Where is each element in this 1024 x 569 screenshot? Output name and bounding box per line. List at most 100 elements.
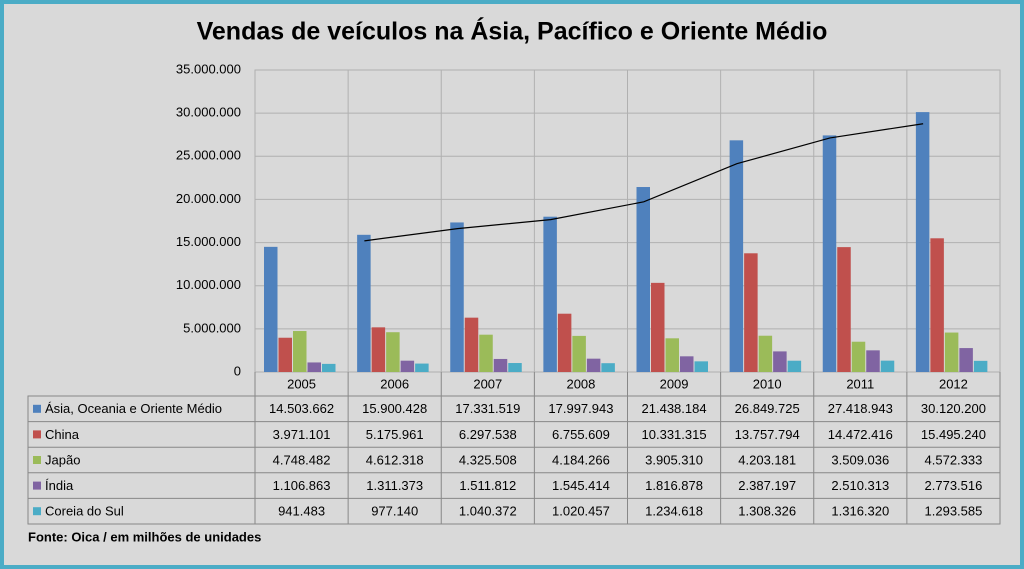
table-value: 1.040.372 bbox=[459, 504, 517, 519]
legend-key bbox=[33, 404, 41, 413]
table-value: 977.140 bbox=[371, 504, 418, 519]
x-tick-label: 2010 bbox=[753, 376, 782, 391]
table-value: 17.331.519 bbox=[455, 401, 520, 416]
bar bbox=[694, 361, 708, 372]
table-value: 4.325.508 bbox=[459, 452, 517, 467]
legend-key bbox=[33, 481, 41, 490]
table-value: 4.748.482 bbox=[273, 452, 331, 467]
bar bbox=[357, 234, 371, 372]
bar bbox=[508, 363, 522, 372]
table-value: 4.203.181 bbox=[738, 452, 796, 467]
table-value: 17.997.943 bbox=[548, 401, 613, 416]
table-value: 10.331.315 bbox=[642, 427, 707, 442]
table-value: 5.175.961 bbox=[366, 427, 424, 442]
table-value: 3.905.310 bbox=[645, 452, 703, 467]
bar bbox=[787, 360, 802, 372]
bar bbox=[866, 350, 880, 372]
table-value: 15.900.428 bbox=[362, 401, 427, 416]
bar bbox=[601, 363, 615, 372]
bar bbox=[386, 332, 400, 372]
table-value: 1.293.585 bbox=[925, 504, 983, 519]
table-value: 4.612.318 bbox=[366, 452, 424, 467]
bar bbox=[944, 332, 959, 372]
table-value: 4.184.266 bbox=[552, 452, 610, 467]
bar bbox=[572, 335, 586, 372]
table-value: 1.308.326 bbox=[738, 504, 796, 519]
bar bbox=[586, 358, 601, 372]
table-value: 2.387.197 bbox=[738, 478, 796, 493]
table-value: 1.816.878 bbox=[645, 478, 703, 493]
bar bbox=[729, 140, 744, 372]
legend-label: Japão bbox=[45, 452, 80, 467]
chart-title: Vendas de veículos na Ásia, Pacífico e O… bbox=[197, 17, 828, 46]
bar bbox=[636, 187, 650, 372]
bar bbox=[479, 334, 493, 372]
table-value: 13.757.794 bbox=[735, 427, 800, 442]
bar bbox=[651, 282, 665, 372]
y-tick-label: 5.000.000 bbox=[183, 320, 241, 335]
table-value: 3.971.101 bbox=[273, 427, 331, 442]
bar bbox=[557, 313, 572, 372]
legend-label: Ásia, Oceania e Oriente Médio bbox=[45, 401, 222, 416]
bar bbox=[930, 238, 944, 372]
y-tick-label: 10.000.000 bbox=[176, 277, 241, 292]
bar bbox=[837, 247, 851, 372]
table-value: 6.297.538 bbox=[459, 427, 517, 442]
x-tick-label: 2009 bbox=[660, 376, 689, 391]
legend-key bbox=[33, 507, 41, 516]
table-value: 1.106.863 bbox=[273, 478, 331, 493]
table-value: 21.438.184 bbox=[642, 401, 707, 416]
bar bbox=[264, 246, 278, 372]
bar bbox=[773, 351, 787, 372]
legend-key bbox=[33, 430, 41, 439]
x-tick-label: 2012 bbox=[939, 376, 968, 391]
bar bbox=[880, 360, 895, 372]
bar bbox=[450, 222, 464, 372]
table-value: 941.483 bbox=[278, 504, 325, 519]
table-value: 2.773.516 bbox=[925, 478, 983, 493]
legend-key bbox=[33, 456, 41, 464]
bar bbox=[822, 135, 837, 372]
y-tick-label: 25.000.000 bbox=[176, 148, 241, 163]
bar bbox=[307, 362, 321, 372]
table-value: 15.495.240 bbox=[921, 427, 986, 442]
table-value: 1.511.812 bbox=[459, 478, 516, 493]
bar bbox=[915, 112, 930, 372]
bar bbox=[758, 335, 773, 372]
legend-label: Coreia do Sul bbox=[45, 504, 124, 519]
bar bbox=[415, 363, 429, 372]
bar bbox=[493, 358, 508, 372]
footnote: Fonte: Oica / em milhões de unidades bbox=[28, 529, 261, 544]
bar bbox=[293, 331, 307, 372]
bar bbox=[665, 338, 679, 372]
bar bbox=[543, 216, 557, 372]
table-value: 1.311.373 bbox=[366, 478, 423, 493]
table-value: 1.316.320 bbox=[831, 504, 889, 519]
table-value: 30.120.200 bbox=[921, 401, 986, 416]
bar bbox=[973, 360, 988, 372]
bar bbox=[744, 253, 758, 372]
y-tick-label: 0 bbox=[234, 363, 241, 378]
bar bbox=[400, 360, 415, 372]
table-value: 2.510.313 bbox=[831, 478, 889, 493]
bar bbox=[371, 327, 386, 372]
y-tick-label: 35.000.000 bbox=[176, 61, 241, 76]
table-value: 14.503.662 bbox=[269, 401, 334, 416]
table-value: 27.418.943 bbox=[828, 401, 893, 416]
table-value: 4.572.333 bbox=[925, 452, 983, 467]
bar bbox=[464, 317, 479, 372]
x-tick-label: 2006 bbox=[380, 376, 409, 391]
bar bbox=[322, 363, 336, 372]
x-tick-label: 2011 bbox=[846, 376, 874, 391]
y-tick-label: 15.000.000 bbox=[176, 234, 241, 249]
x-tick-label: 2007 bbox=[473, 376, 502, 391]
table-value: 1.020.457 bbox=[552, 504, 610, 519]
y-tick-label: 20.000.000 bbox=[176, 191, 241, 206]
bar bbox=[278, 337, 292, 372]
table-value: 3.509.036 bbox=[831, 452, 889, 467]
bar bbox=[851, 341, 866, 372]
table-value: 26.849.725 bbox=[735, 401, 800, 416]
table-value: 1.545.414 bbox=[552, 478, 610, 493]
x-tick-label: 2005 bbox=[287, 376, 316, 391]
